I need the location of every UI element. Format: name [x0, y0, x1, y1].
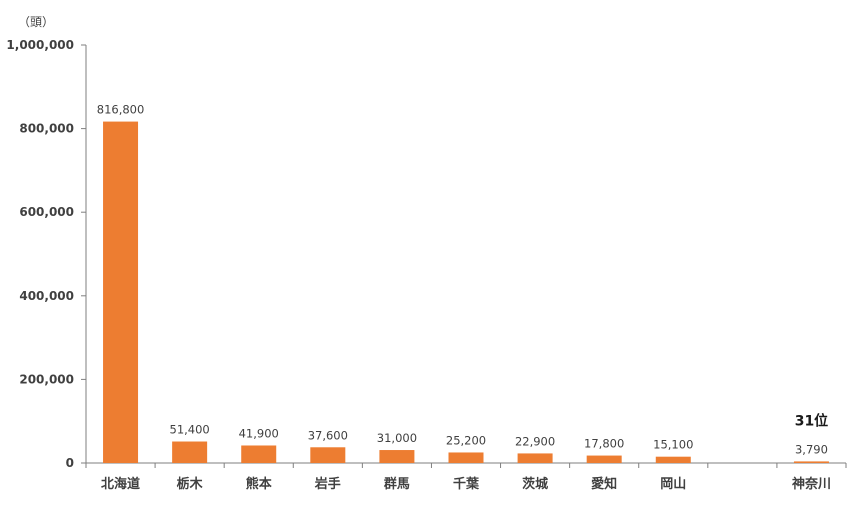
- category-label: 千葉: [453, 476, 480, 492]
- category-label: 群馬: [384, 476, 410, 492]
- category-label: 岩手: [314, 476, 341, 492]
- y-tick-label: 800,000: [19, 122, 74, 136]
- bar: [103, 121, 139, 463]
- y-tick-label: 0: [66, 456, 74, 470]
- data-label: 3,790: [795, 442, 828, 456]
- bar: [655, 456, 691, 463]
- data-label: 816,800: [97, 103, 145, 117]
- category-label: 岡山: [660, 476, 686, 492]
- axes: 0 200,000 400,000 600,000 800,000 1,000,000: [6, 38, 847, 470]
- category-label: 北海道: [101, 476, 140, 492]
- category-label: 愛知: [591, 476, 617, 492]
- data-label: 37,600: [308, 428, 348, 442]
- y-tick-label: 200,000: [19, 372, 74, 386]
- data-label: 22,900: [515, 434, 555, 448]
- category-label: 熊本: [246, 476, 272, 492]
- data-label: 17,800: [584, 437, 624, 451]
- y-tick-label: 600,000: [19, 205, 74, 219]
- data-label: 51,400: [170, 423, 210, 437]
- bar: [379, 450, 415, 463]
- data-label: 25,200: [446, 433, 486, 447]
- y-tick-label: 400,000: [19, 289, 74, 303]
- y-tick-label: 1,000,000: [6, 38, 74, 52]
- bar: [793, 461, 829, 463]
- rank-annotation: 31位: [795, 412, 828, 429]
- category-label: 神奈川: [792, 476, 831, 492]
- data-label: 15,100: [653, 438, 693, 452]
- bar: [586, 455, 622, 463]
- labels: 816,800 北海道 51,400 栃木 41,900 熊本 37,600 岩手 31,000…: [97, 103, 831, 492]
- category-label: 栃木: [177, 476, 204, 492]
- bar: [448, 452, 484, 463]
- bars: [103, 121, 829, 463]
- bar: [517, 453, 553, 463]
- data-label: 31,000: [377, 431, 417, 445]
- y-unit-label: （頭）: [18, 15, 54, 29]
- bar: [172, 441, 208, 463]
- bar: [310, 447, 346, 463]
- bar: [241, 445, 277, 463]
- category-label: 茨城: [522, 476, 548, 492]
- data-label: 41,900: [239, 426, 279, 440]
